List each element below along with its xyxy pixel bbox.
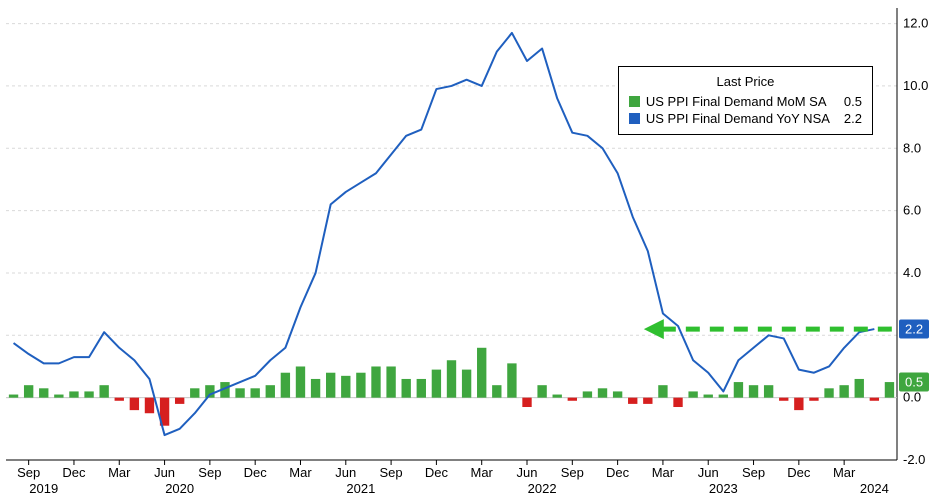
svg-text:Mar: Mar	[652, 465, 675, 480]
svg-text:Sep: Sep	[380, 465, 403, 480]
svg-text:2021: 2021	[346, 481, 375, 496]
svg-text:Dec: Dec	[606, 465, 630, 480]
svg-text:0.0: 0.0	[903, 390, 921, 405]
legend-row: US PPI Final Demand MoM SA 0.5	[629, 93, 862, 111]
svg-text:2023: 2023	[709, 481, 738, 496]
svg-text:Mar: Mar	[108, 465, 131, 480]
legend-label: US PPI Final Demand YoY NSA	[646, 110, 830, 128]
svg-text:Sep: Sep	[17, 465, 40, 480]
svg-text:Dec: Dec	[425, 465, 449, 480]
svg-text:6.0: 6.0	[903, 203, 921, 218]
legend-label: US PPI Final Demand MoM SA	[646, 93, 830, 111]
svg-text:Jun: Jun	[335, 465, 356, 480]
svg-text:4.0: 4.0	[903, 265, 921, 280]
legend-value: 0.5	[844, 93, 862, 111]
legend-swatch	[629, 113, 640, 124]
svg-text:12.0: 12.0	[903, 16, 928, 31]
svg-text:Sep: Sep	[198, 465, 221, 480]
svg-text:Sep: Sep	[742, 465, 765, 480]
svg-text:Dec: Dec	[244, 465, 268, 480]
legend-swatch	[629, 96, 640, 107]
svg-text:-2.0: -2.0	[903, 452, 925, 467]
ppi-chart: { "chart": { "width": 937, "height": 502…	[0, 0, 937, 502]
svg-text:2022: 2022	[528, 481, 557, 496]
axis-value-flag: 2.2	[899, 320, 929, 339]
svg-text:Jun: Jun	[517, 465, 538, 480]
svg-text:Sep: Sep	[561, 465, 584, 480]
legend-value: 2.2	[844, 110, 862, 128]
svg-text:Dec: Dec	[62, 465, 86, 480]
svg-text:Dec: Dec	[787, 465, 811, 480]
svg-text:2020: 2020	[165, 481, 194, 496]
svg-text:Mar: Mar	[833, 465, 856, 480]
svg-text:2019: 2019	[29, 481, 58, 496]
svg-text:Jun: Jun	[698, 465, 719, 480]
legend-row: US PPI Final Demand YoY NSA 2.2	[629, 110, 862, 128]
svg-text:2024: 2024	[860, 481, 889, 496]
svg-text:Mar: Mar	[471, 465, 494, 480]
legend-title: Last Price	[629, 73, 862, 91]
svg-text:Jun: Jun	[154, 465, 175, 480]
svg-text:10.0: 10.0	[903, 78, 928, 93]
axis-value-flag: 0.5	[899, 373, 929, 392]
svg-text:8.0: 8.0	[903, 140, 921, 155]
svg-text:Mar: Mar	[289, 465, 312, 480]
legend: Last Price US PPI Final Demand MoM SA 0.5…	[618, 66, 873, 135]
